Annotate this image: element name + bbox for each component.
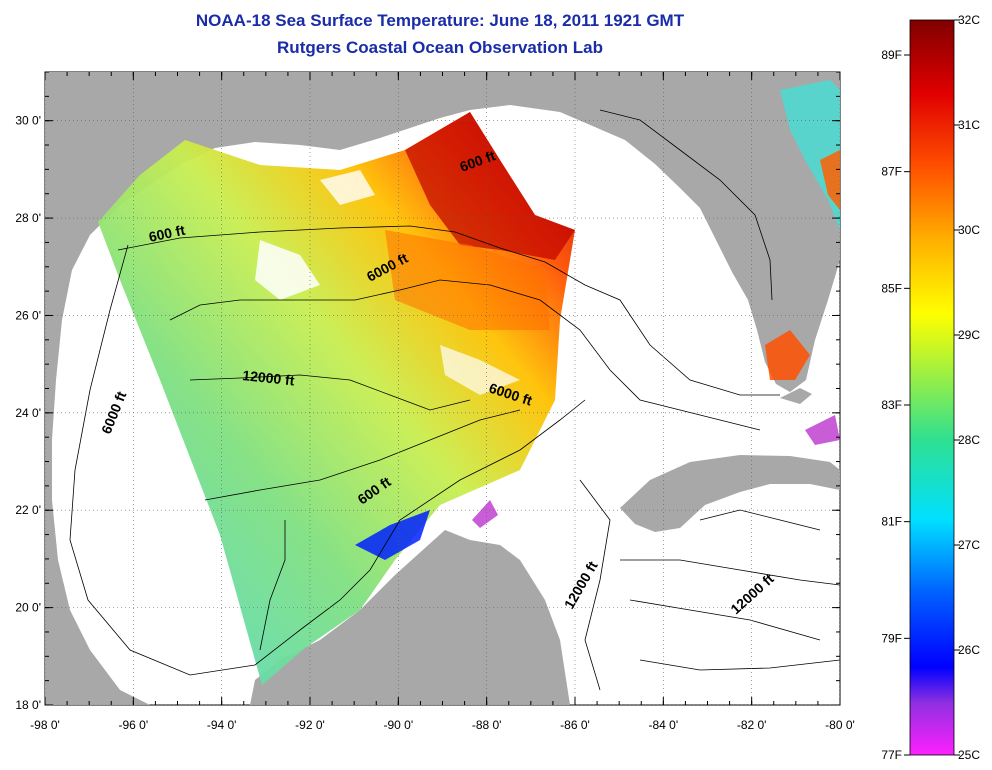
x-tick-label: -98 0' — [30, 718, 60, 732]
colorbar-f-label: 83F — [881, 398, 902, 412]
colorbar-c-label: 29C — [958, 328, 980, 342]
sst-swath — [98, 80, 840, 685]
colorbar-c-label: 25C — [958, 748, 980, 762]
lat-lon-grid — [45, 72, 840, 705]
x-tick-label: -88 0' — [472, 718, 502, 732]
y-tick-label: 30 0' — [15, 114, 41, 128]
colorbar — [909, 19, 955, 756]
colorbar-f-label: 87F — [881, 165, 902, 179]
map-subtitle: Rutgers Coastal Ocean Observation Lab — [277, 38, 603, 57]
y-tick-label: 26 0' — [15, 308, 41, 322]
x-tick-label: -86 0' — [560, 718, 590, 732]
y-tick-label: 22 0' — [15, 503, 41, 517]
colorbar-c-label: 31C — [958, 118, 980, 132]
y-tick-label: 28 0' — [15, 211, 41, 225]
contour-label-600-gulf-west: 600 ft — [147, 222, 186, 245]
colorbar-fahrenheit-labels: 89F 87F 85F 83F 81F 79F 77F — [881, 48, 910, 762]
x-tick-label: -94 0' — [207, 718, 237, 732]
y-axis: 30 0' 28 0' 26 0' 24 0' 22 0' 20 0' 18 0' — [15, 71, 840, 712]
map-title: NOAA-18 Sea Surface Temperature: June 18… — [195, 11, 685, 30]
contour-label-12000-center: 12000 ft — [242, 367, 296, 388]
y-tick-label: 24 0' — [15, 406, 41, 420]
x-axis: -98 0' -96 0' -94 0' -92 0' -90 0' -88 0' -86 … — [30, 72, 855, 732]
colorbar-f-label: 89F — [881, 48, 902, 62]
y-tick-label: 20 0' — [15, 601, 41, 615]
colorbar-c-label: 27C — [958, 538, 980, 552]
colorbar-c-label: 30C — [958, 223, 980, 237]
colorbar-c-label: 32C — [958, 13, 980, 27]
x-tick-label: -90 0' — [384, 718, 414, 732]
colorbar-f-label: 85F — [881, 281, 902, 295]
x-tick-label: -96 0' — [119, 718, 149, 732]
colorbar-f-label: 77F — [881, 748, 902, 762]
colorbar-f-label: 81F — [881, 515, 902, 529]
depth-contours — [69, 109, 840, 691]
colorbar-c-label: 28C — [958, 433, 980, 447]
x-tick-label: -84 0' — [649, 718, 679, 732]
colorbar-celsius-labels: 32C 31C 30C 29C 28C 27C 26C 25C — [954, 13, 980, 762]
x-tick-label: -92 0' — [295, 718, 325, 732]
colorbar-c-label: 26C — [958, 643, 980, 657]
y-tick-label: 18 0' — [15, 698, 41, 712]
colorbar-f-label: 79F — [881, 631, 902, 645]
x-tick-label: -82 0' — [737, 718, 767, 732]
land-masses — [45, 72, 840, 705]
x-tick-label: -80 0' — [825, 718, 855, 732]
